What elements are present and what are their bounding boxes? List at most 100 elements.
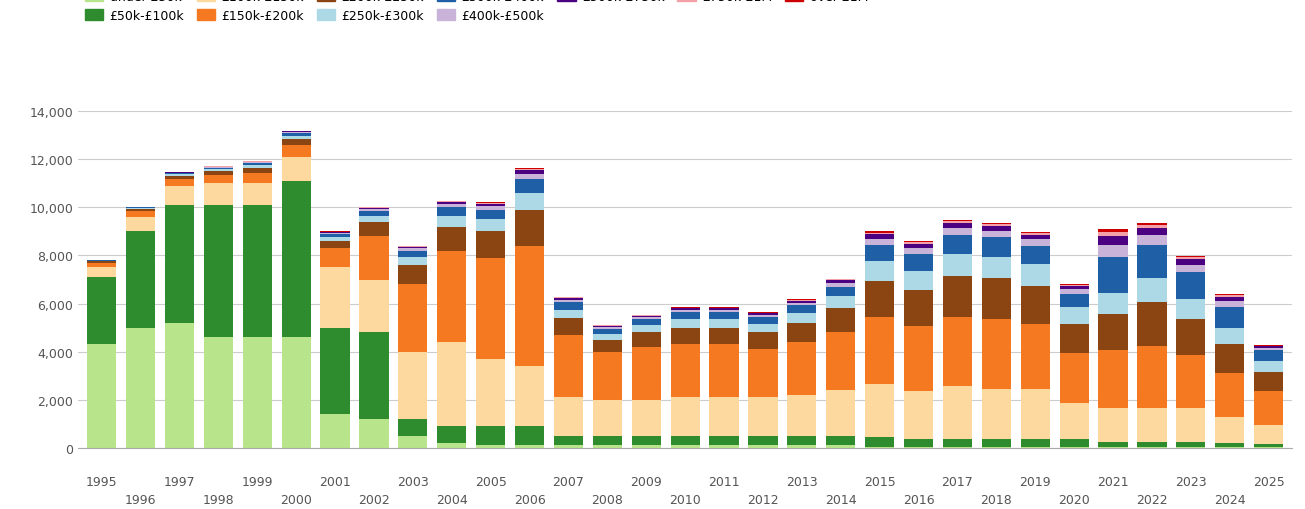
Bar	[1099, 245, 1128, 257]
Bar	[1215, 345, 1244, 374]
Bar	[904, 291, 933, 327]
Text: 2014: 2014	[825, 493, 856, 506]
Bar	[632, 445, 660, 448]
Text: 1995: 1995	[86, 475, 117, 488]
Bar	[321, 234, 350, 235]
Bar	[321, 249, 350, 268]
Bar	[1254, 391, 1283, 425]
Bar	[321, 242, 350, 249]
Bar	[1254, 361, 1283, 372]
Bar	[476, 210, 505, 220]
Text: 2010: 2010	[669, 493, 701, 506]
Bar	[904, 391, 933, 439]
Bar	[865, 232, 894, 233]
Bar	[865, 317, 894, 384]
Bar	[1060, 447, 1088, 448]
Text: 2009: 2009	[630, 475, 662, 488]
Bar	[1138, 279, 1167, 303]
Bar	[1021, 246, 1049, 264]
Bar	[710, 436, 739, 445]
Bar	[942, 254, 972, 276]
Bar	[748, 436, 778, 445]
Text: 2012: 2012	[746, 493, 779, 506]
Text: 2019: 2019	[1019, 475, 1051, 488]
Bar	[671, 445, 699, 448]
Bar	[865, 437, 894, 447]
Bar	[359, 210, 389, 212]
Bar	[904, 244, 933, 249]
Text: 2022: 2022	[1137, 493, 1168, 506]
Bar	[592, 445, 622, 448]
Bar	[671, 436, 699, 445]
Bar	[359, 280, 389, 333]
Bar	[1021, 240, 1049, 246]
Bar	[942, 236, 972, 254]
Bar	[710, 345, 739, 398]
Bar	[476, 220, 505, 232]
Text: 2008: 2008	[591, 493, 624, 506]
Bar	[476, 204, 505, 207]
Bar	[787, 436, 817, 445]
Text: 2000: 2000	[281, 493, 312, 506]
Bar	[710, 320, 739, 328]
Text: 2007: 2007	[552, 475, 585, 488]
Text: 2020: 2020	[1058, 493, 1090, 506]
Bar	[1060, 353, 1088, 404]
Text: 1999: 1999	[241, 475, 273, 488]
Text: 2003: 2003	[397, 475, 429, 488]
Bar	[1254, 425, 1283, 444]
Bar	[632, 326, 660, 333]
Bar	[164, 186, 194, 206]
Bar	[865, 233, 894, 235]
Bar	[437, 227, 466, 251]
Bar	[243, 163, 271, 164]
Bar	[204, 172, 232, 176]
Bar	[1099, 408, 1128, 442]
Bar	[748, 398, 778, 436]
Bar	[1138, 408, 1167, 442]
Bar	[1254, 447, 1283, 448]
Bar	[1138, 229, 1167, 236]
Text: 2024: 2024	[1214, 493, 1245, 506]
Bar	[1021, 236, 1049, 240]
Bar	[515, 171, 544, 175]
Bar	[1060, 287, 1088, 290]
Bar	[1176, 265, 1206, 273]
Bar	[787, 343, 817, 395]
Bar	[787, 314, 817, 323]
Bar	[204, 206, 232, 337]
Bar	[1254, 347, 1283, 348]
Bar	[515, 193, 544, 210]
Bar	[1099, 442, 1128, 447]
Bar	[1060, 324, 1088, 353]
Bar	[592, 334, 622, 340]
Bar	[1138, 303, 1167, 346]
Bar	[787, 395, 817, 436]
Bar	[826, 281, 855, 284]
Bar	[321, 238, 350, 242]
Bar	[904, 242, 933, 243]
Bar	[437, 201, 466, 202]
Bar	[1138, 442, 1167, 447]
Bar	[398, 249, 428, 251]
Bar	[553, 398, 583, 436]
Bar	[592, 400, 622, 436]
Bar	[359, 208, 389, 210]
Bar	[476, 232, 505, 259]
Text: 2001: 2001	[320, 475, 351, 488]
Bar	[671, 345, 699, 398]
Bar	[398, 352, 428, 419]
Bar	[1021, 234, 1049, 236]
Text: 2002: 2002	[358, 493, 390, 506]
Bar	[1215, 295, 1244, 296]
Bar	[632, 400, 660, 436]
Bar	[553, 318, 583, 335]
Bar	[359, 237, 389, 280]
Bar	[1060, 294, 1088, 307]
Bar	[787, 306, 817, 314]
Bar	[437, 216, 466, 227]
Bar	[553, 299, 583, 300]
Bar	[671, 320, 699, 328]
Bar	[981, 439, 1011, 447]
Bar	[942, 220, 972, 221]
